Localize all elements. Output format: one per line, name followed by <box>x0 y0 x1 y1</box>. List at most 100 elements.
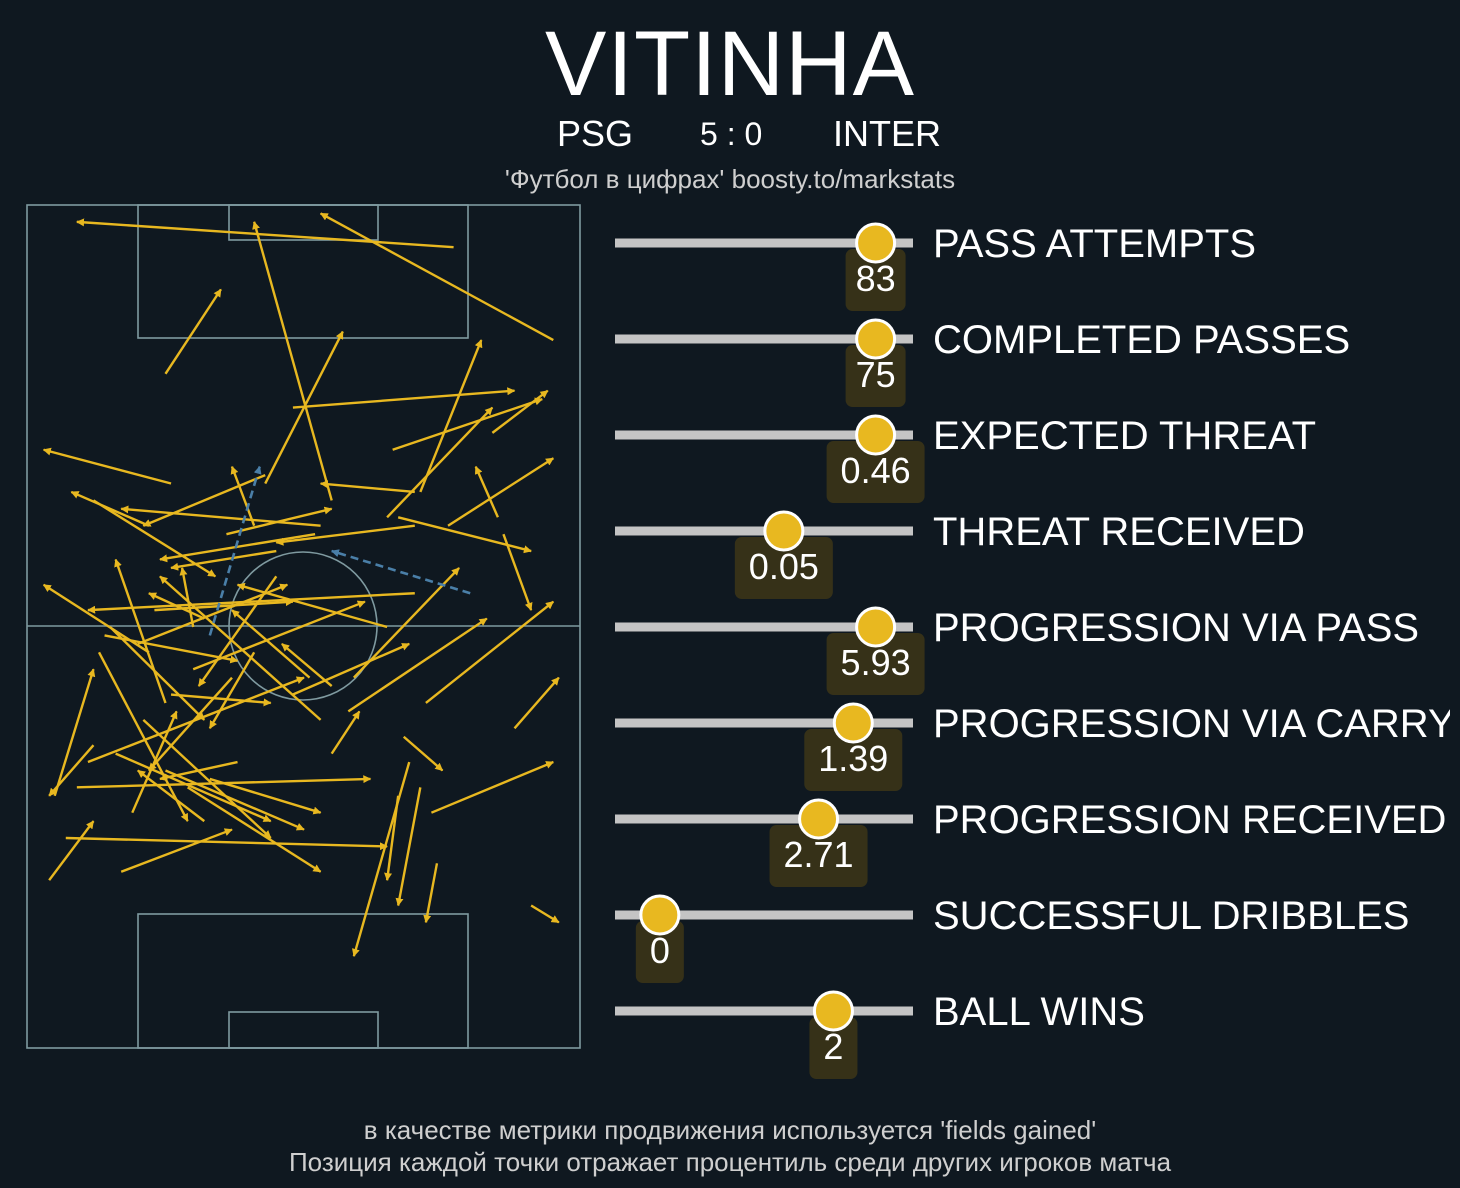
metric-percentile-marker <box>855 606 897 648</box>
pass-arrow <box>148 592 205 620</box>
pass-arrow <box>319 212 554 342</box>
pass-arrow <box>502 533 533 611</box>
metric-percentile-marker <box>855 222 897 264</box>
metric-percentile-marker <box>798 798 840 840</box>
pass-arrow <box>395 787 422 907</box>
footnote-progression-metric: в качестве метрики продвижения используе… <box>363 1115 1097 1145</box>
pass-arrow <box>192 600 366 671</box>
pass-arrow <box>170 693 272 707</box>
pass-arrow <box>402 735 444 772</box>
pitch-map <box>26 204 581 1049</box>
metric-value-label: 0 <box>650 930 670 971</box>
pass-arrow <box>386 406 494 519</box>
pass-arrow <box>97 651 189 822</box>
metric-name-label: BALL WINS <box>933 990 1145 1034</box>
pass-arrow <box>281 642 333 687</box>
pass-arrow <box>120 828 233 873</box>
metric-value-label: 2 <box>823 1026 843 1067</box>
pitch-markings <box>26 204 581 1049</box>
pass-arrow <box>109 626 206 721</box>
pass-arrow <box>513 676 560 730</box>
metric-name-label: THREAT RECEIVED <box>933 510 1305 554</box>
pass-arrow <box>330 710 361 755</box>
pass-arrow <box>491 389 549 434</box>
pass-arrow <box>48 820 95 881</box>
metric-value-box <box>769 825 868 887</box>
metric-value-label: 75 <box>856 354 896 395</box>
metric-name-label: PASS ATTEMPTS <box>933 222 1256 266</box>
pass-arrow <box>292 642 410 696</box>
pass-arrow <box>131 710 178 814</box>
metric-percentile-marker <box>812 990 854 1032</box>
footnote-percentile-note: Позиция каждой точки отражает процентиль… <box>288 1147 1172 1177</box>
metric-name-label: PROGRESSION VIA PASS <box>933 606 1419 650</box>
pass-arrow <box>419 339 483 493</box>
pass-arrow <box>115 752 272 823</box>
pass-arrow <box>447 457 554 527</box>
pass-arrow <box>114 558 167 704</box>
pass-arrow <box>530 904 560 924</box>
metric-value-label: 5.93 <box>841 642 911 683</box>
metric-value-box <box>826 633 925 695</box>
bottom-penalty-box <box>137 913 469 1049</box>
metric-value-label: 1.39 <box>818 738 888 779</box>
pass-arrow <box>42 447 172 485</box>
pass-arrow <box>397 516 532 554</box>
pass-arrow <box>142 473 266 527</box>
metric-name-label: EXPECTED THREAT <box>933 414 1316 458</box>
metric-value-label: 2.71 <box>784 834 854 875</box>
pass-arrow <box>164 288 222 375</box>
match-score: 5 : 0 <box>700 116 763 152</box>
pass-arrow <box>231 609 311 679</box>
home-team-label: PSG <box>557 113 634 154</box>
pass-arrow <box>236 582 388 629</box>
pass-arrow <box>120 505 321 527</box>
metric-value-label: 83 <box>856 258 896 299</box>
pass-arrow <box>159 575 322 721</box>
pass-arrow <box>48 744 95 797</box>
metric-value-box <box>845 249 906 311</box>
metric-value-label: 0.05 <box>749 546 819 587</box>
carry-arrows <box>208 465 471 636</box>
pass-arrow <box>275 524 415 546</box>
metric-value-label: 0.46 <box>841 450 911 491</box>
metric-value-box <box>809 1017 858 1079</box>
pass-arrow <box>53 668 96 797</box>
pass-arrows <box>42 212 560 957</box>
metric-name-label: SUCCESSFUL DRIBBLES <box>933 894 1409 938</box>
pass-arrow <box>264 330 344 485</box>
pass-arrow <box>430 760 555 814</box>
metric-percentile-marker <box>855 318 897 360</box>
pass-arrow <box>104 634 239 664</box>
top-six-yard-box <box>228 204 379 241</box>
pass-arrow <box>474 465 499 518</box>
pass-arrow <box>76 218 454 249</box>
pass-arrow <box>147 676 233 772</box>
pass-arrow <box>159 532 316 563</box>
metric-percentile-marker <box>832 702 874 744</box>
pass-arrow <box>65 836 388 851</box>
pass-arrow <box>292 387 516 409</box>
pass-arrow <box>170 549 277 571</box>
carry-arrow <box>208 465 262 636</box>
pass-arrow <box>208 651 256 729</box>
metric-percentile-marker <box>763 510 805 552</box>
pass-arrow <box>423 863 439 924</box>
pass-arrow <box>392 397 543 451</box>
pass-arrow <box>70 490 150 527</box>
pass-arrow <box>87 676 305 764</box>
pass-arrow <box>87 592 415 614</box>
metric-value-box <box>826 441 925 503</box>
metric-percentile-marker <box>639 894 681 936</box>
bottom-six-yard-box <box>228 1011 379 1049</box>
pass-arrow <box>187 786 322 873</box>
pass-arrow <box>137 769 206 823</box>
metric-value-box <box>804 729 903 791</box>
pass-arrow <box>319 480 415 494</box>
pass-arrow <box>42 583 150 654</box>
credit-line: 'Футбол в цифрах' boosty.to/markstats <box>504 164 956 194</box>
pass-arrow <box>159 760 238 782</box>
metric-name-label: PROGRESSION RECEIVED <box>933 798 1446 842</box>
center-circle <box>228 551 378 701</box>
metric-name-label: COMPLETED PASSES <box>933 318 1350 362</box>
